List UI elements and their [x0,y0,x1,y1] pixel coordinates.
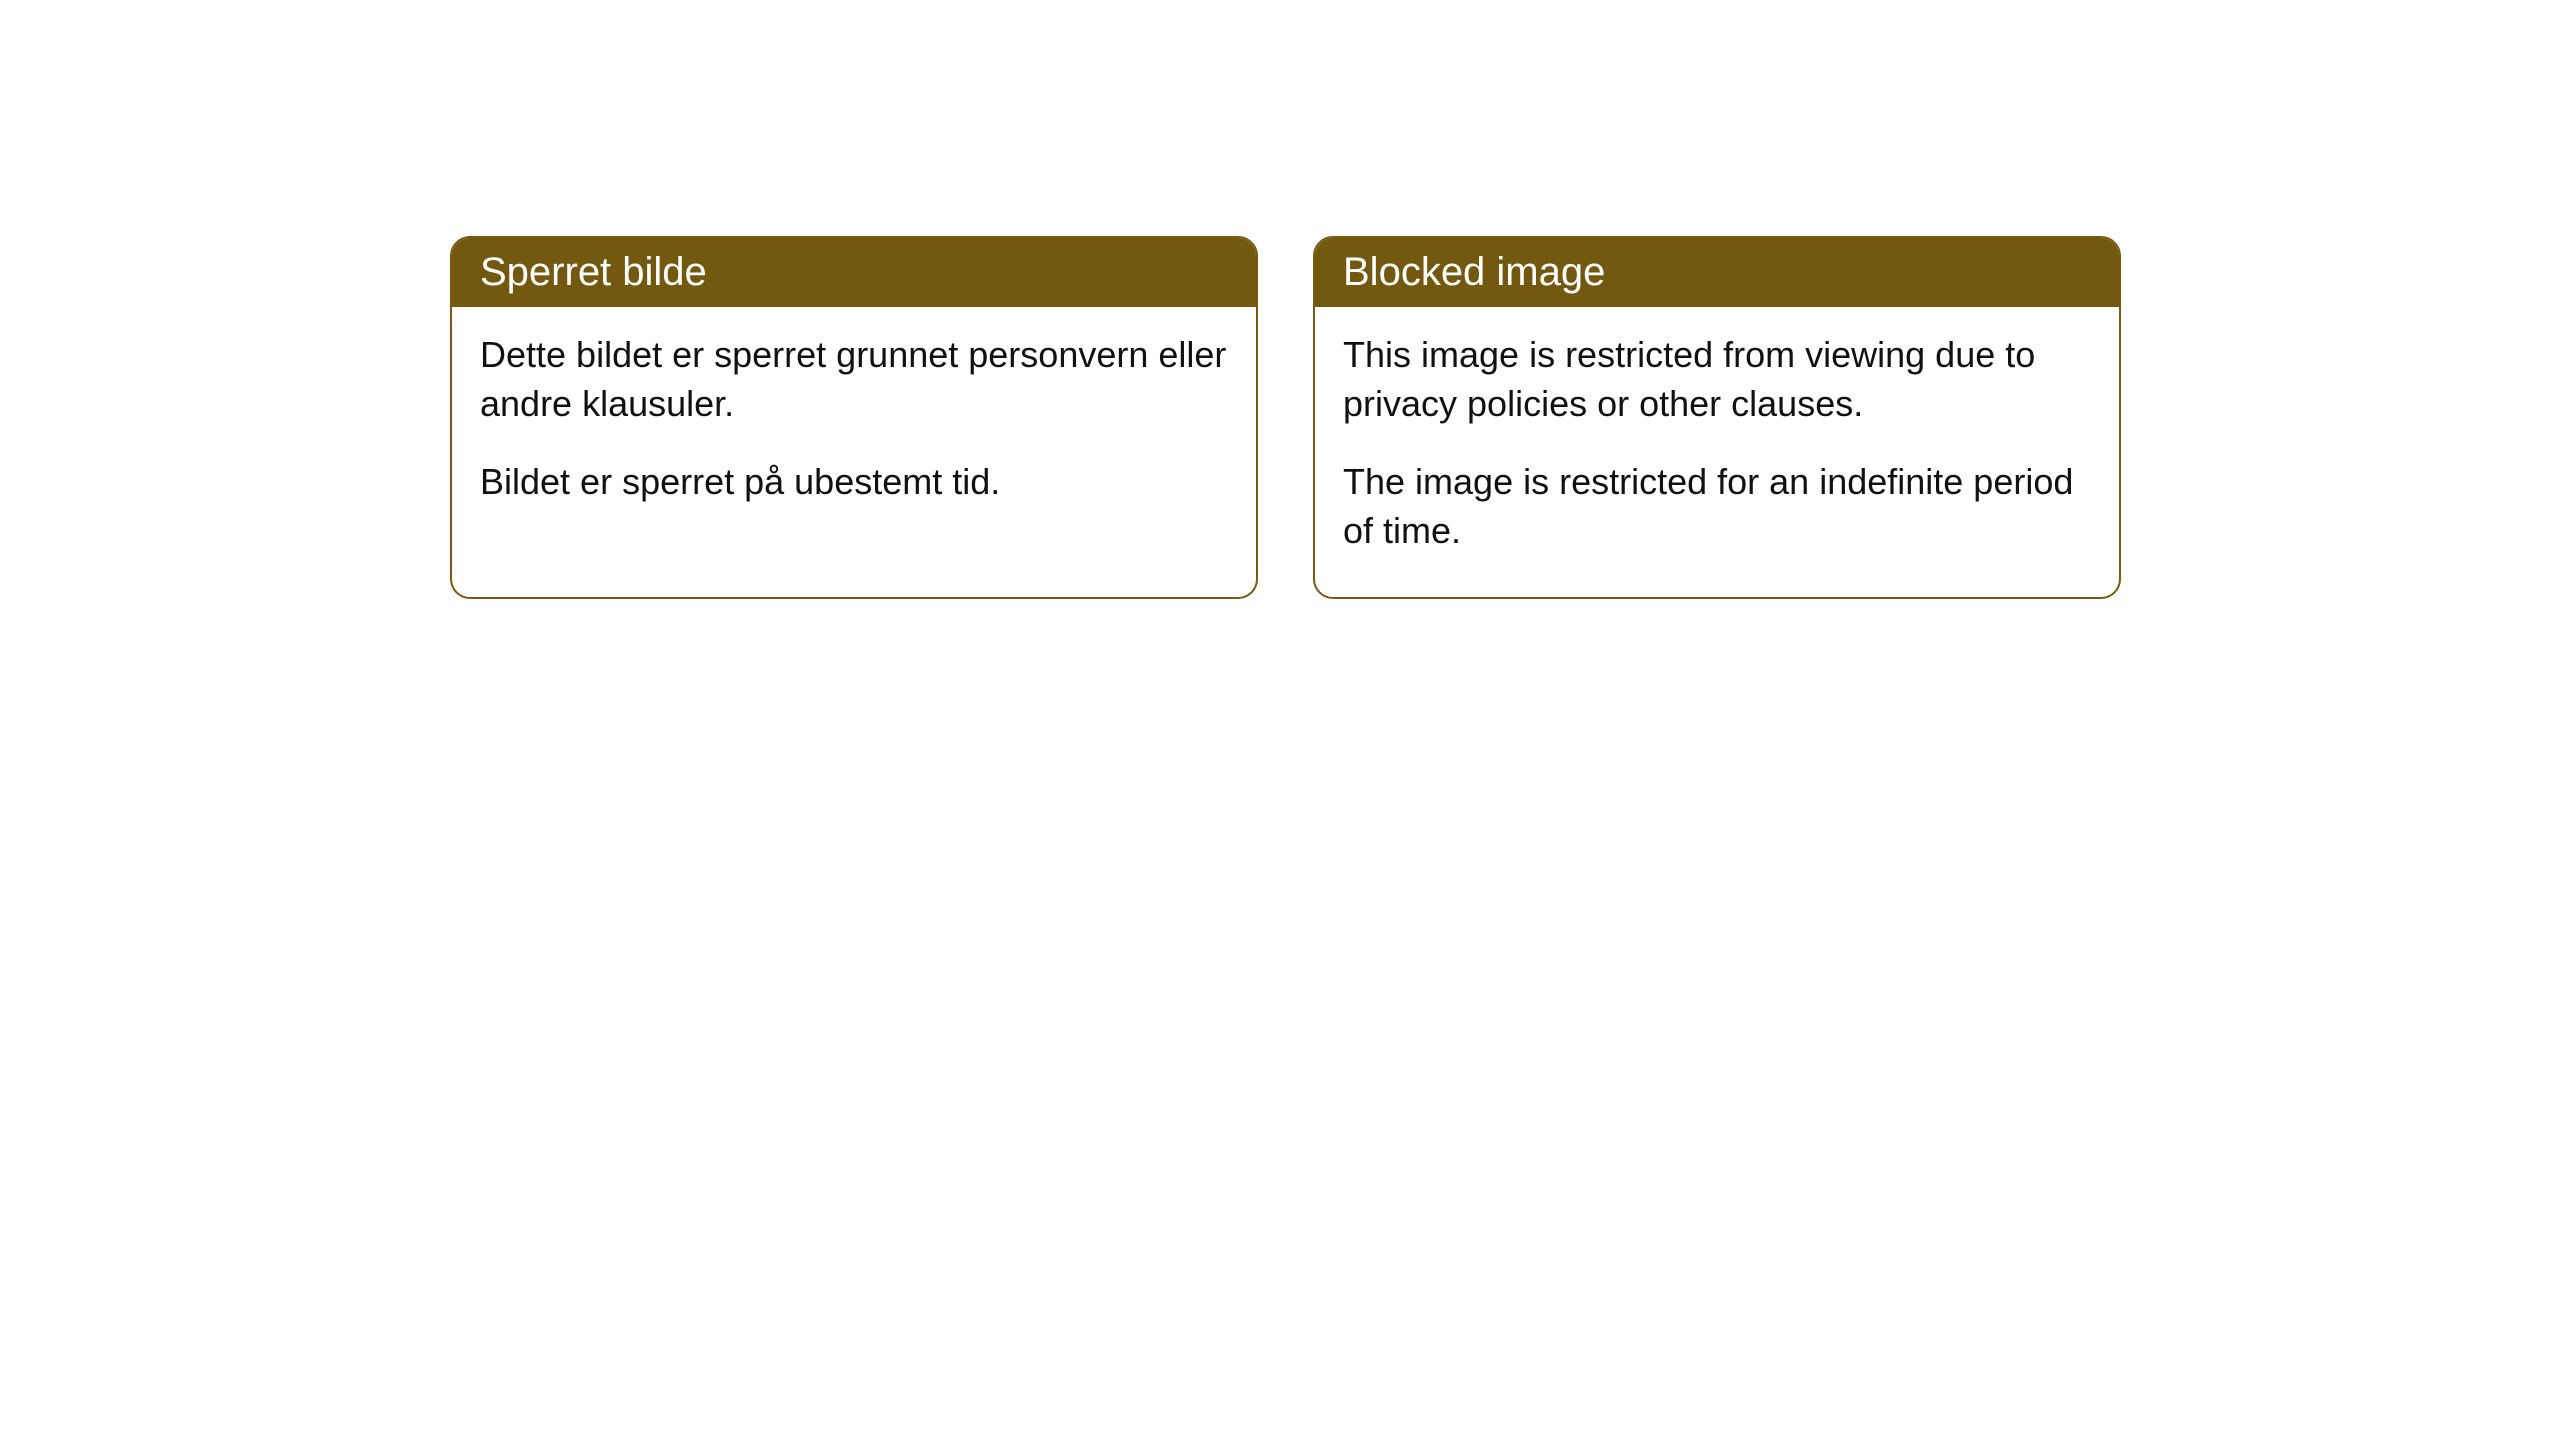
card-body: This image is restricted from viewing du… [1315,307,2119,597]
card-paragraph-1: Dette bildet er sperret grunnet personve… [480,331,1228,428]
card-header: Blocked image [1315,238,2119,307]
card-body: Dette bildet er sperret grunnet personve… [452,307,1256,549]
card-title: Sperret bilde [480,250,707,294]
card-header: Sperret bilde [452,238,1256,307]
notice-cards-container: Sperret bilde Dette bildet er sperret gr… [450,236,2121,599]
card-paragraph-2: Bildet er sperret på ubestemt tid. [480,458,1228,507]
blocked-image-card-norwegian: Sperret bilde Dette bildet er sperret gr… [450,236,1258,599]
card-paragraph-1: This image is restricted from viewing du… [1343,331,2091,428]
card-title: Blocked image [1343,250,1605,294]
blocked-image-card-english: Blocked image This image is restricted f… [1313,236,2121,599]
card-paragraph-2: The image is restricted for an indefinit… [1343,458,2091,555]
